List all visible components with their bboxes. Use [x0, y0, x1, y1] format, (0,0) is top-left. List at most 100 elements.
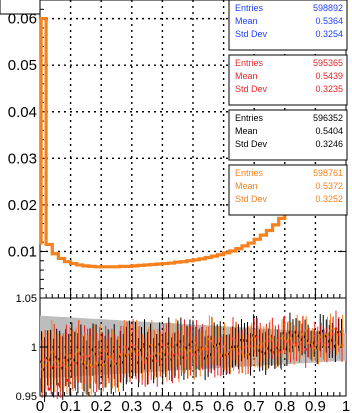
ratio-point: [90, 363, 93, 367]
ratio-point: [337, 333, 341, 336]
ratio-point: [98, 355, 101, 358]
ratio-point: [64, 356, 67, 359]
ratio-point: [316, 346, 319, 349]
stats-box: Entries 598892 Mean 0.5364 Std Dev 0.3254: [228, 0, 348, 51]
ratio-point: [125, 354, 128, 357]
ratio-point: [335, 341, 338, 344]
ratio-point: [252, 334, 256, 338]
ratio-point: [268, 339, 271, 342]
ratio-point: [337, 331, 340, 334]
ratio-point: [117, 363, 120, 366]
ratio-point: [306, 339, 310, 343]
ratio-point: [171, 348, 175, 351]
y-tick-label: 0.05: [8, 57, 37, 74]
ratio-point: [53, 360, 57, 364]
ratio-point: [217, 344, 220, 347]
ratio-point: [314, 346, 317, 350]
ratio-point: [123, 345, 126, 349]
ratio-point: [122, 361, 125, 364]
ratio-point: [59, 361, 63, 365]
stats-value: 0.3252: [315, 194, 343, 204]
stats-box-frame: [228, 0, 348, 51]
ratio-point: [77, 349, 81, 352]
stats-label: Mean: [235, 71, 258, 81]
ratio-point: [213, 355, 217, 359]
ratio-point: [120, 353, 123, 356]
ratio-point: [297, 334, 301, 338]
ratio-point: [149, 354, 153, 358]
stats-label: Entries: [235, 168, 264, 178]
ratio-point: [106, 352, 110, 356]
ratio-point: [131, 343, 135, 347]
ratio-point: [55, 355, 58, 359]
ratio-point: [182, 356, 186, 359]
stats-label: Mean: [235, 126, 258, 136]
ratio-point: [79, 352, 83, 355]
ratio-point: [282, 332, 286, 335]
ratio-point: [313, 334, 316, 338]
stats-value: 0.5404: [315, 126, 343, 136]
stats-label: Mean: [235, 16, 258, 26]
ratio-point: [277, 339, 280, 342]
ratio-point: [225, 353, 229, 357]
ratio-point: [140, 358, 144, 361]
ratio-point: [135, 345, 138, 348]
ratio-point: [317, 346, 320, 349]
ratio-point: [68, 367, 71, 370]
ratio-point: [156, 352, 160, 355]
ratio-point: [209, 353, 213, 356]
ratio-point: [334, 327, 338, 330]
ratio-point: [73, 358, 77, 362]
ratio-point: [140, 348, 143, 352]
y-tick-label: 0.01: [8, 243, 37, 260]
ratio-point: [198, 348, 201, 351]
ratio-point: [183, 342, 186, 345]
ratio-point: [237, 352, 241, 355]
ratio-point: [174, 341, 178, 344]
ratio-point: [56, 382, 60, 386]
ratio-point: [43, 368, 46, 371]
ratio-point: [129, 350, 132, 354]
ratio-point: [147, 349, 150, 353]
ratio-point: [249, 353, 252, 356]
ratio-point: [246, 339, 249, 342]
ratio-point: [228, 353, 232, 356]
x-tick-label: 0.3: [121, 398, 142, 413]
ratio-point: [222, 354, 225, 357]
ratio-point: [47, 387, 51, 391]
ratio-point: [322, 329, 325, 333]
ratio-point: [328, 340, 331, 343]
x-tick-label: 0.1: [60, 398, 81, 413]
ratio-point: [143, 343, 146, 346]
ratio-point: [41, 361, 44, 364]
ratio-point: [50, 351, 54, 354]
ratio-point: [249, 345, 253, 348]
ratio-point: [134, 352, 138, 356]
ratio-point: [341, 330, 344, 333]
ratio-point: [103, 360, 107, 363]
ratio-point: [143, 361, 147, 364]
ratio-point: [132, 350, 135, 353]
ratio-point: [280, 350, 283, 353]
stats-box: Entries 596352 Mean 0.5404 Std Dev 0.3246: [228, 109, 348, 161]
y-tick-label: 0.06: [8, 11, 37, 28]
ratio-point: [298, 342, 301, 346]
ratio-point: [274, 345, 277, 349]
ratio-point: [86, 364, 90, 368]
ratio-point: [289, 337, 293, 340]
ratio-point: [134, 347, 137, 351]
ratio-point: [186, 356, 189, 360]
ratio-point: [322, 342, 326, 346]
ratio-point: [101, 359, 104, 363]
ratio-point: [141, 356, 144, 359]
stats-box: Entries 595365 Mean 0.5439 Std Dev 0.3235: [228, 54, 348, 106]
ratio-point: [116, 360, 120, 363]
ratio-point: [177, 356, 181, 360]
ratio-point: [61, 366, 64, 370]
ratio-point: [193, 357, 196, 360]
x-tick-label: 1: [342, 398, 350, 413]
stats-value: 598892: [313, 3, 343, 13]
ratio-point: [159, 353, 163, 356]
ratio-y-tick-label: 0.95: [16, 391, 37, 403]
ratio-point: [280, 337, 284, 340]
